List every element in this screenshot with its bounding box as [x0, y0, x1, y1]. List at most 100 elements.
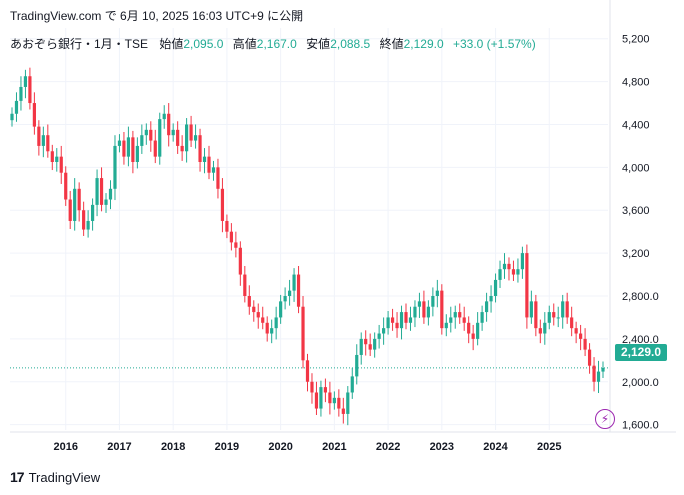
candle-body — [556, 317, 560, 319]
candle-body — [529, 301, 533, 318]
candle-body — [520, 253, 525, 270]
x-tick-label: 2020 — [268, 441, 292, 453]
candle-body — [46, 135, 50, 152]
candle-body — [202, 156, 207, 162]
candle-body — [193, 135, 198, 141]
candle-body — [413, 306, 417, 318]
x-tick-label: 2017 — [107, 441, 131, 453]
candle-body — [449, 317, 453, 323]
candle-body — [252, 306, 256, 313]
y-tick-label: 3,600 — [622, 205, 650, 217]
y-tick-label: 3,200 — [622, 248, 650, 260]
candle-body — [561, 301, 565, 318]
candle-body — [68, 199, 72, 221]
candle-body — [493, 279, 498, 296]
low-label: 安値 — [306, 37, 331, 51]
candle-body — [292, 274, 296, 291]
candle-body — [198, 135, 202, 162]
candle-body — [435, 290, 439, 296]
y-tick-label: 2,800.0 — [622, 291, 659, 303]
candle-body — [368, 344, 372, 350]
candle-body — [399, 312, 404, 329]
y-tick-label: 2,000.0 — [622, 377, 659, 389]
candle-body — [104, 199, 108, 205]
y-tick-label: 1,600.0 — [622, 420, 659, 432]
candle-body — [570, 317, 574, 329]
candle-body — [274, 317, 278, 329]
candle-body — [185, 124, 189, 152]
tradingview-logo-icon: 17 — [10, 469, 25, 485]
candle-body — [216, 167, 220, 189]
candle-body — [498, 269, 502, 280]
candle-body — [149, 129, 153, 141]
candle-body — [176, 129, 180, 146]
candle-body — [287, 290, 292, 296]
candle-body — [167, 113, 171, 136]
candle-body — [502, 263, 507, 270]
symbol-name[interactable]: あおぞら銀行・1月・TSE — [10, 37, 149, 51]
candle-body — [108, 188, 113, 200]
publish-header: TradingView.com で 6月 10, 2025 16:03 UTC+… — [10, 9, 304, 23]
brand-name: TradingView — [28, 469, 101, 485]
candle-body — [364, 338, 368, 345]
candle-body — [171, 129, 175, 136]
chart-grid — [10, 0, 676, 433]
low-value: 2,088.5 — [330, 37, 371, 51]
time-axis[interactable]: 2016 2017 2018 2019 2020 2021 2022 2023 2024 2025 — [53, 441, 561, 453]
candle-body — [234, 242, 238, 248]
candle-body — [144, 129, 148, 136]
candles — [10, 67, 605, 426]
candle-body — [511, 269, 516, 275]
candle-body — [319, 387, 323, 409]
candle-body — [77, 188, 81, 211]
candle-body — [50, 151, 54, 162]
candle-body — [225, 220, 229, 232]
high-value: 2,167.0 — [256, 37, 297, 51]
candle-body — [207, 156, 211, 173]
candle-body — [126, 137, 131, 157]
candle-body — [377, 333, 381, 339]
candle-body — [220, 188, 225, 221]
candle-body — [310, 381, 314, 393]
candle-body — [117, 140, 122, 146]
candle-body — [270, 328, 274, 334]
candle-body — [55, 156, 59, 162]
candle-body — [337, 397, 341, 409]
candle-body — [516, 269, 520, 275]
candle-body — [574, 328, 578, 334]
candle-body — [90, 204, 95, 221]
candle-body — [99, 178, 104, 205]
candle-body — [86, 220, 90, 230]
candle-body — [484, 301, 489, 313]
candle-body — [28, 76, 32, 104]
price-axis[interactable]: 5,200 4,800 4,400 4,000 3,600 3,200 2,800.0 2,4… — [622, 34, 659, 432]
candle-body — [390, 317, 395, 323]
candle-body — [332, 397, 336, 404]
y-tick-label: 4,400 — [622, 119, 650, 131]
candle-body — [296, 274, 301, 307]
lightning-icon[interactable]: ⚡ — [595, 409, 615, 429]
candle-body — [189, 124, 193, 141]
candle-body — [59, 156, 63, 173]
candle-body — [534, 301, 538, 329]
candle-body — [395, 322, 399, 329]
brand-footer[interactable]: 17 TradingView — [10, 469, 100, 485]
candle-body — [440, 290, 444, 329]
candle-body — [323, 387, 328, 393]
candle-body — [41, 135, 45, 146]
candle-body — [382, 328, 386, 334]
candle-body — [467, 322, 471, 334]
candle-body — [552, 312, 556, 318]
candle-body — [140, 135, 144, 146]
y-tick-label: 4,000 — [622, 162, 650, 174]
x-tick-label: 2016 — [53, 441, 77, 453]
candle-body — [19, 86, 23, 101]
x-tick-label: 2023 — [430, 441, 454, 453]
candle-body — [314, 392, 319, 409]
candle-body — [596, 371, 601, 382]
candle-body — [350, 376, 354, 393]
candle-body — [458, 312, 462, 318]
candle-body — [73, 188, 77, 221]
candle-body — [543, 322, 547, 334]
